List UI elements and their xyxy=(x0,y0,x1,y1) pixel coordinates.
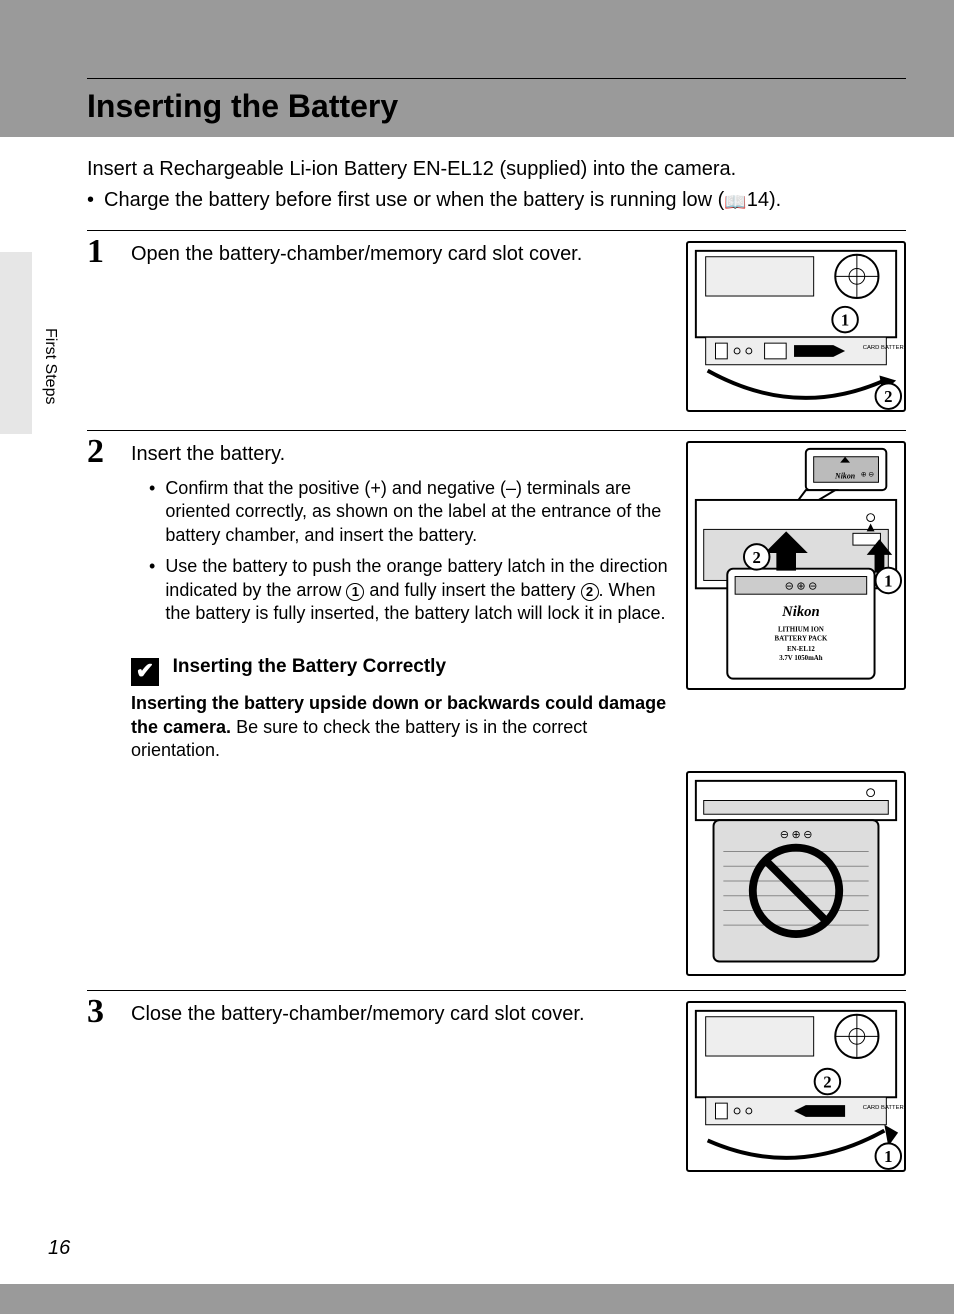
circled-2: 2 xyxy=(581,583,599,601)
svg-text:1: 1 xyxy=(884,1147,892,1166)
check-icon: ✔ xyxy=(131,658,159,686)
svg-text:3.7V 1050mAh: 3.7V 1050mAh xyxy=(779,655,823,662)
bullet-text: Use the battery to push the orange batte… xyxy=(165,555,674,625)
svg-text:2: 2 xyxy=(884,387,892,406)
svg-text:LITHIUM ION: LITHIUM ION xyxy=(778,627,824,634)
intro-line: Insert a Rechargeable Li-ion Battery EN-… xyxy=(87,156,906,183)
intro-block: Insert a Rechargeable Li-ion Battery EN-… xyxy=(87,156,906,214)
step-number: 1 xyxy=(87,233,104,271)
page-title: Inserting the Battery xyxy=(87,88,398,125)
svg-text:CARD BATTERY: CARD BATTERY xyxy=(863,345,904,351)
page-number: 16 xyxy=(48,1237,70,1260)
step-title: Close the battery-chamber/memory card sl… xyxy=(131,1001,674,1027)
step-number: 3 xyxy=(87,993,104,1031)
svg-text:⊖ ⊕ ⊖: ⊖ ⊕ ⊖ xyxy=(780,829,813,841)
step-2-bullets: • Confirm that the positive (+) and nega… xyxy=(131,477,674,625)
step-3: 3 Close the battery-chamber/memory card … xyxy=(87,990,906,1190)
side-tab xyxy=(0,252,32,434)
svg-text:BATTERY PACK: BATTERY PACK xyxy=(775,635,828,642)
bullet-glyph: • xyxy=(87,187,94,214)
manual-page: Inserting the Battery Insert a Rechargea… xyxy=(0,30,954,1284)
illustration-wrong-orientation: ⊖ ⊕ ⊖ xyxy=(686,771,906,976)
svg-text:Nikon: Nikon xyxy=(834,471,855,480)
step-title: Insert the battery. xyxy=(131,441,674,467)
intro-bullet-text: Charge the battery before first use or w… xyxy=(104,187,781,214)
bullet-row: • Confirm that the positive (+) and nega… xyxy=(149,477,674,547)
book-icon: 📖 xyxy=(724,190,746,214)
note-box: ✔ Inserting the Battery Correctly Insert… xyxy=(131,653,674,762)
svg-text:2: 2 xyxy=(823,1072,831,1091)
illustration-close-cover: CARD BATTERY 2 1 xyxy=(686,1001,906,1172)
circled-1: 1 xyxy=(346,583,364,601)
svg-text:⊖ ⊕ ⊖: ⊖ ⊕ ⊖ xyxy=(785,580,818,592)
step-title: Open the battery-chamber/memory card slo… xyxy=(131,241,674,267)
steps-container: 1 Open the battery-chamber/memory card s… xyxy=(87,230,906,1190)
note-title: Inserting the Battery Correctly xyxy=(173,656,446,677)
step-2-body: Insert the battery. • Confirm that the p… xyxy=(131,441,674,763)
bullet-text: Confirm that the positive (+) and negati… xyxy=(165,477,674,547)
bullet-row: • Use the battery to push the orange bat… xyxy=(149,555,674,625)
svg-text:CARD BATTERY: CARD BATTERY xyxy=(863,1105,904,1111)
note-heading: ✔ Inserting the Battery Correctly xyxy=(131,653,674,686)
svg-text:Nikon: Nikon xyxy=(781,604,820,620)
intro-bullet-row: • Charge the battery before first use or… xyxy=(87,187,906,214)
title-rule xyxy=(87,78,906,79)
svg-text:EN-EL12: EN-EL12 xyxy=(787,646,815,653)
illustration-open-cover: CARD BATTERY 1 2 xyxy=(686,241,906,412)
side-label: First Steps xyxy=(41,328,59,404)
step-number: 2 xyxy=(87,433,104,471)
note-body: Inserting the battery upside down or bac… xyxy=(131,692,674,762)
illustration-insert-battery: Nikon ⊕ ⊖ 1 ⊖ ⊕ ⊖ xyxy=(686,441,906,690)
step-2: 2 Insert the battery. • Confirm that the… xyxy=(87,430,906,990)
svg-text:1: 1 xyxy=(841,310,849,329)
svg-text:⊕ ⊖: ⊕ ⊖ xyxy=(861,471,874,478)
svg-text:2: 2 xyxy=(753,548,761,567)
svg-text:1: 1 xyxy=(884,571,892,590)
step-1: 1 Open the battery-chamber/memory card s… xyxy=(87,230,906,430)
